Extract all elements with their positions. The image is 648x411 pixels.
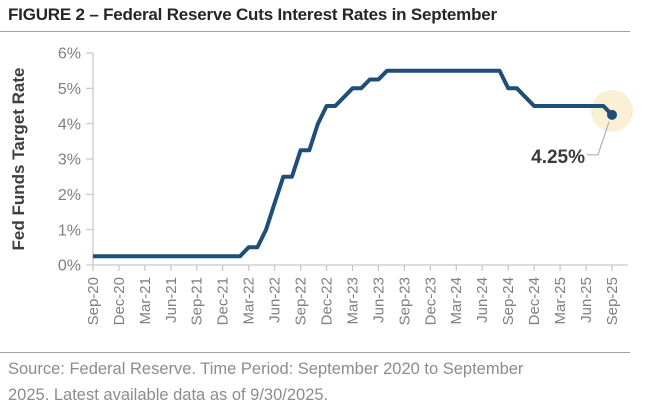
y-tick-label: 3% [58,152,81,169]
x-tick-label: Sep-24 [500,277,517,325]
y-tick-label: 4% [58,116,81,133]
x-tick-label: Dec-20 [111,277,128,325]
title-divider [0,31,630,32]
x-tick-label: Mar-23 [344,277,361,325]
latest-value-label: 4.25% [531,147,585,168]
x-tick-label: Jun-24 [474,277,491,323]
y-tick-label: 5% [58,81,81,98]
y-axis-title: Fed Funds Target Rate [9,68,28,251]
x-tick-label: Sep-22 [293,277,310,325]
source-note: Source: Federal Reserve. Time Period: Se… [8,356,608,408]
x-tick-label: Mar-21 [137,277,154,325]
y-tick-label: 0% [58,258,81,275]
latest-point-marker [607,109,617,120]
x-tick-label: Jun-22 [267,277,284,323]
y-tick-label: 2% [58,187,81,204]
x-tick-label: Jun-21 [163,277,180,323]
x-tick-label: Sep-25 [604,277,621,325]
footer-divider [0,352,630,353]
figure-title: FIGURE 2 – Federal Reserve Cuts Interest… [8,5,497,24]
y-tick-label: 1% [58,222,81,239]
x-tick-label: Dec-22 [319,277,336,325]
x-tick-label: Sep-21 [189,277,206,325]
x-tick-label: Mar-22 [241,277,258,325]
x-tick-label: Dec-23 [422,277,439,325]
callout-line [587,121,610,156]
y-tick-label: 6% [58,46,81,63]
x-tick-label: Dec-21 [215,277,232,325]
source-note-line-2: 2025. Latest available data as of 9/30/2… [8,386,329,404]
x-tick-label: Sep-20 [85,277,102,325]
x-tick-label: Jun-25 [578,277,595,323]
x-tick-label: Mar-25 [552,277,569,325]
source-note-line-1: Source: Federal Reserve. Time Period: Se… [8,360,524,378]
rate-line [93,68,614,259]
x-tick-label: Jun-23 [370,277,387,323]
x-tick-label: Dec-24 [526,277,543,325]
x-tick-label: Mar-24 [448,277,465,325]
x-tick-label: Sep-23 [396,277,413,325]
